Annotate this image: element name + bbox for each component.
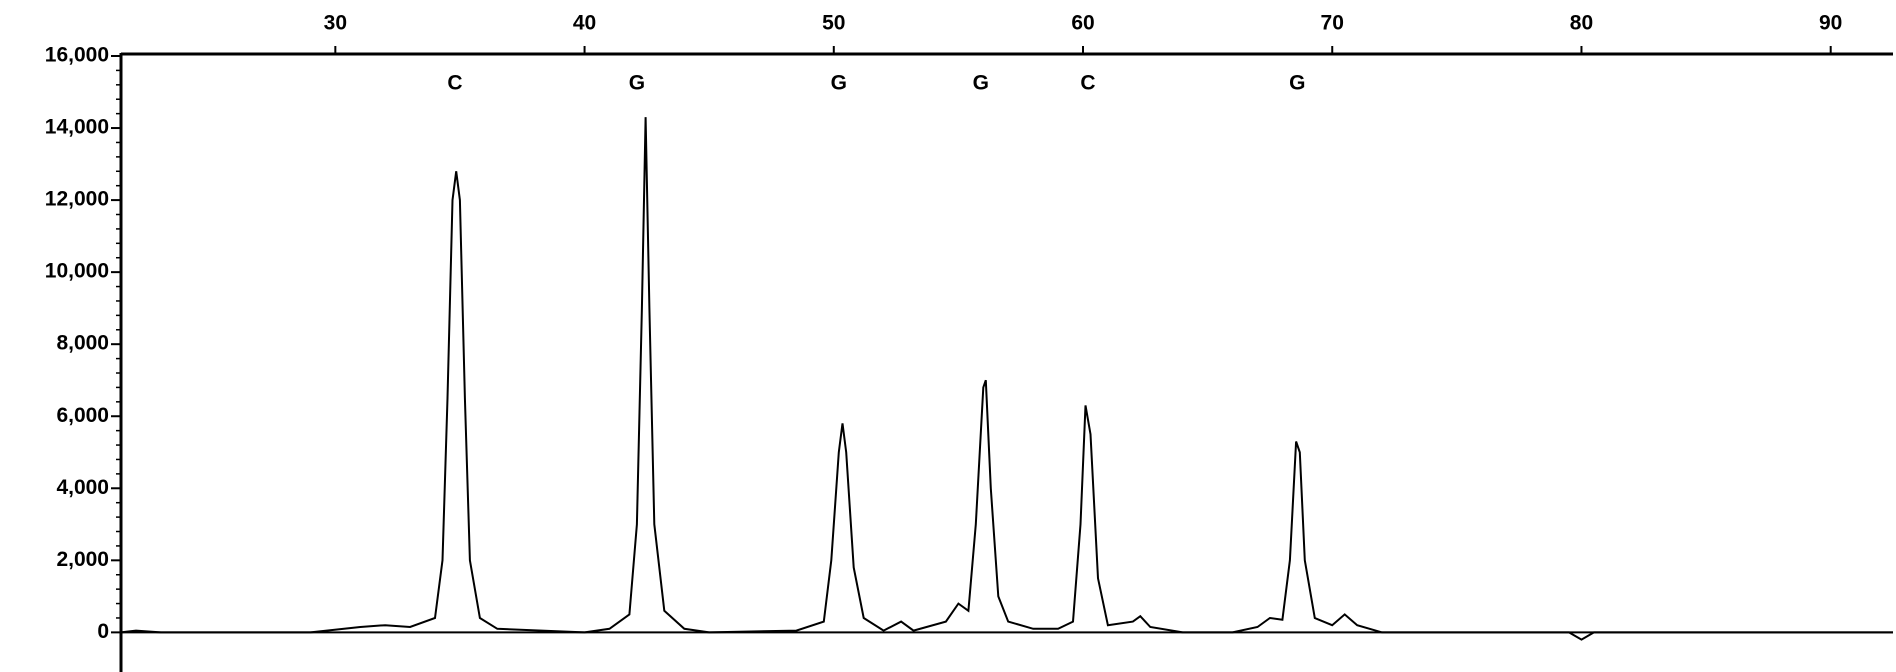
y-tick-label: 16,000	[45, 44, 109, 67]
x-tick-label: 40	[573, 12, 596, 35]
base-call: G	[629, 72, 645, 95]
base-call: G	[831, 72, 847, 95]
y-tick-label: 12,000	[45, 188, 109, 211]
x-tick-label: 90	[1819, 12, 1842, 35]
y-tick-label: 4,000	[56, 476, 109, 499]
x-tick-label: 80	[1570, 12, 1593, 35]
base-call: C	[447, 72, 462, 95]
trace	[120, 117, 1893, 641]
x-tick-label: 60	[1071, 12, 1094, 35]
y-tick-label: 8,000	[56, 332, 109, 355]
x-tick-label: 30	[324, 12, 347, 35]
y-tick-label: 14,000	[45, 116, 109, 139]
base-call: G	[1289, 72, 1305, 95]
y-tick-label: 10,000	[45, 260, 109, 283]
base-call: G	[973, 72, 989, 95]
y-tick-label: 6,000	[56, 404, 109, 427]
y-tick-label: 2,000	[56, 548, 109, 571]
x-tick-label: 70	[1321, 12, 1344, 35]
base-call: C	[1080, 72, 1095, 95]
y-tick-label: 0	[97, 620, 109, 643]
x-tick-label: 50	[822, 12, 845, 35]
